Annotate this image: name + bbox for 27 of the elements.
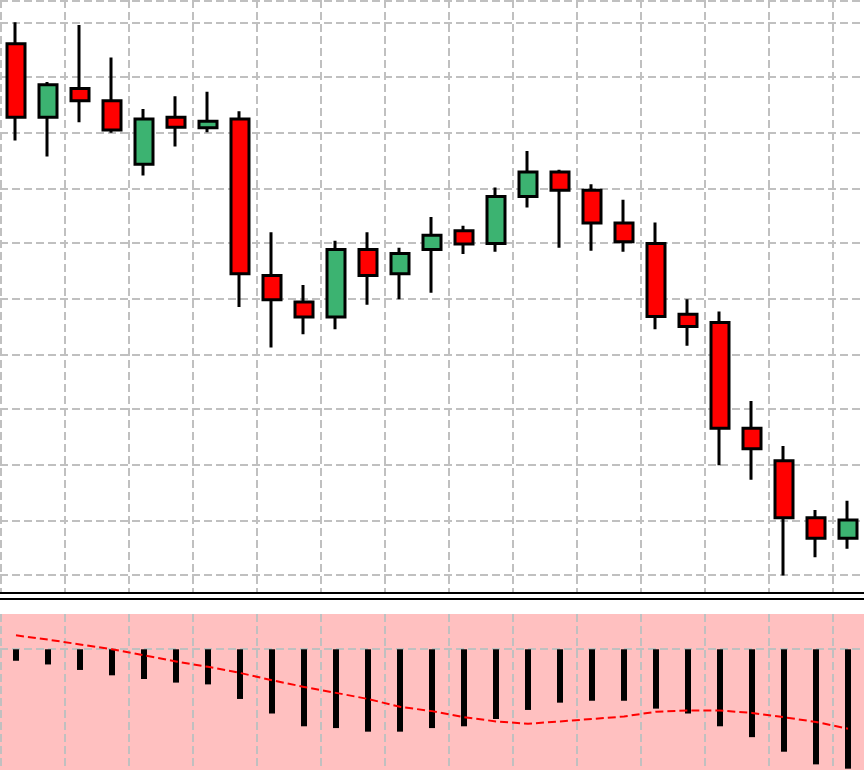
candlestick: [389, 246, 411, 301]
candlestick: [453, 224, 475, 256]
candlestick: [421, 215, 443, 295]
candlestick: [709, 309, 731, 467]
candlestick: [69, 23, 91, 124]
candlestick: [837, 499, 859, 551]
candlestick: [805, 508, 827, 559]
candlestick: [485, 186, 507, 254]
candlestick: [261, 230, 283, 349]
candlestick: [517, 149, 539, 209]
candlestick: [5, 20, 27, 143]
candlestick: [101, 56, 123, 135]
candlestick: [645, 220, 667, 331]
candlestick: [229, 109, 251, 309]
candlestick: [357, 230, 379, 307]
candlestick: [197, 90, 219, 134]
candlestick: [741, 399, 763, 482]
candlestick: [773, 444, 795, 577]
candlestick: [133, 107, 155, 177]
candlestick: [293, 283, 315, 336]
candlestick: [549, 168, 571, 250]
candlestick: [325, 239, 347, 331]
candlestick: [581, 182, 603, 253]
candlestick: [165, 94, 187, 149]
candlestick: [613, 198, 635, 254]
candlestick: [677, 297, 699, 348]
candlestick: [37, 80, 59, 159]
